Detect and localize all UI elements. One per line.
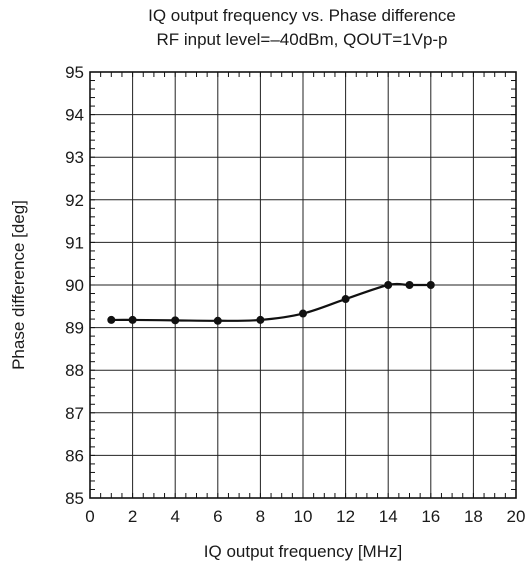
x-tick-label: 0 <box>85 507 94 526</box>
grid-layer <box>90 72 516 498</box>
data-point <box>107 315 116 324</box>
y-tick-label: 89 <box>65 319 84 338</box>
y-tick-label: 91 <box>65 233 84 252</box>
x-tick-label: 2 <box>128 507 137 526</box>
tick-layer <box>89 71 517 499</box>
x-tick-label: 12 <box>336 507 355 526</box>
x-tick-label: 20 <box>507 507 526 526</box>
x-axis-label: IQ output frequency [MHz] <box>204 542 402 561</box>
chart-title: IQ output frequency vs. Phase difference <box>148 6 456 25</box>
data-point <box>341 295 350 304</box>
y-tick-label: 95 <box>65 63 84 82</box>
x-tick-label: 10 <box>294 507 313 526</box>
x-tick-label: 16 <box>421 507 440 526</box>
y-tick-label: 86 <box>65 446 84 465</box>
y-axis-label: Phase difference [deg] <box>9 200 28 370</box>
x-tick-label: 8 <box>256 507 265 526</box>
x-tick-label: 4 <box>170 507 179 526</box>
data-point <box>384 281 393 289</box>
data-point <box>128 315 137 324</box>
data-point <box>299 309 307 318</box>
series-layer <box>107 281 435 325</box>
data-point <box>405 281 414 289</box>
x-tick-label: 18 <box>464 507 483 526</box>
y-tick-label: 88 <box>65 361 84 380</box>
x-tick-label: 14 <box>379 507 398 526</box>
data-point <box>256 315 265 324</box>
tick-label-layer: 0 2 4 6 8 10 12 14 16 18 20 85 86 87 88 89 90 91 92 93 94 95 <box>65 63 525 526</box>
y-tick-label: 85 <box>65 489 84 508</box>
data-point <box>213 316 222 325</box>
plot-frame <box>89 71 517 499</box>
y-tick-label: 90 <box>65 276 84 295</box>
chart-subtitle: RF input level=–40dBm, QOUT=1Vp-p <box>156 30 447 49</box>
y-tick-label: 87 <box>65 404 84 423</box>
y-tick-label: 93 <box>65 148 84 167</box>
x-tick-label: 6 <box>213 507 222 526</box>
data-point <box>426 281 435 289</box>
y-tick-label: 94 <box>65 106 84 125</box>
y-tick-label: 92 <box>65 191 84 210</box>
data-point <box>171 316 180 325</box>
series-line <box>111 282 431 322</box>
